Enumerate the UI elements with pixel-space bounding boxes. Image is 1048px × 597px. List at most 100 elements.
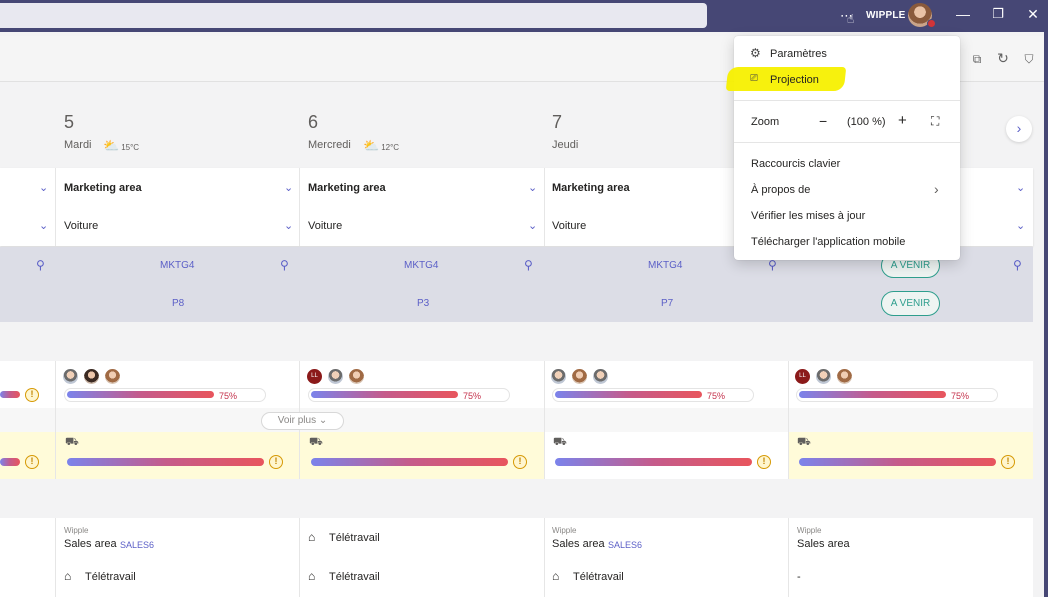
car-icon: ⛟ — [797, 436, 811, 448]
warning-icon: ! — [269, 455, 283, 469]
avatar[interactable] — [592, 368, 609, 385]
close-icon[interactable]: ✕ — [1027, 6, 1039, 22]
column-divider — [55, 361, 56, 479]
map-pin-icon[interactable]: ⚲ — [36, 258, 45, 272]
warning-icon: ! — [757, 455, 771, 469]
avatar[interactable] — [550, 368, 567, 385]
chevron-down-icon[interactable]: ⌄ — [528, 182, 538, 194]
avatar[interactable] — [815, 368, 832, 385]
next-week-button[interactable]: › — [1006, 116, 1032, 142]
column-divider — [544, 168, 545, 246]
column-divider — [788, 518, 789, 597]
transport-select[interactable]: Voiture — [552, 220, 587, 232]
menu-item-about[interactable]: À propos de — [751, 184, 811, 196]
more-options-icon[interactable]: ⋯ — [840, 8, 853, 23]
chevron-down-icon[interactable]: ⌄ — [39, 182, 49, 194]
warning-icon: ! — [25, 388, 39, 402]
popout-icon[interactable]: ⧉ — [972, 52, 982, 66]
warning-icon: ! — [25, 455, 39, 469]
chevron-right-icon: › — [934, 181, 939, 197]
window-frame — [1044, 32, 1048, 597]
avatar[interactable]: LL — [794, 368, 811, 385]
column-divider — [55, 518, 56, 597]
day-name: Jeudi — [552, 139, 579, 151]
avatar[interactable] — [327, 368, 344, 385]
day-number: 7 — [552, 112, 563, 132]
chevron-down-icon: ⌄ — [318, 415, 328, 426]
car-icon: ⛟ — [309, 436, 323, 448]
chevron-down-icon[interactable]: ⌄ — [1016, 182, 1026, 194]
zone-tag: SALES6 — [120, 540, 155, 550]
chevron-down-icon[interactable]: ⌄ — [39, 220, 49, 232]
map-pin-icon[interactable]: ⚲ — [768, 258, 777, 272]
gear-icon: ⚙ — [750, 46, 761, 60]
zone-tag: SALES6 — [608, 540, 643, 550]
menu-separator — [734, 142, 960, 143]
menu-item-parametres[interactable]: Paramètres — [770, 48, 827, 60]
presence-status-icon — [927, 19, 936, 28]
occupancy-bar — [799, 391, 946, 398]
chevron-down-icon[interactable]: ⌄ — [284, 182, 294, 194]
home-icon: ⌂ — [308, 530, 316, 544]
fullscreen-icon[interactable]: ⛶ — [931, 114, 940, 128]
area-select[interactable]: Marketing area — [308, 182, 386, 194]
weather-cloud-sun-icon: ⛅ — [103, 138, 120, 153]
avatar[interactable]: LL — [306, 368, 323, 385]
map-pin-icon[interactable]: ⚲ — [1013, 258, 1022, 272]
area-name: Sales area — [797, 538, 850, 550]
area-select[interactable]: Marketing area — [64, 182, 142, 194]
column-divider — [788, 361, 789, 479]
transport-select[interactable]: Voiture — [308, 220, 343, 232]
parking-bar — [311, 458, 508, 466]
chevron-down-icon[interactable]: ⌄ — [1016, 220, 1026, 232]
voir-plus-button[interactable]: Voir plus ⌄ — [261, 412, 344, 430]
avatar-initials: LL — [799, 373, 806, 379]
parking-cell — [544, 432, 788, 479]
menu-item-projection[interactable]: Projection — [770, 74, 819, 86]
home-icon: ⌂ — [308, 569, 316, 583]
search-box[interactable] — [0, 3, 707, 28]
shield-icon[interactable]: ⛉ — [1024, 52, 1034, 66]
refresh-icon[interactable]: ↻ — [997, 50, 1009, 66]
zoom-label: Zoom — [751, 116, 780, 128]
remote-label: Télétravail — [85, 571, 136, 583]
chevron-down-icon[interactable]: ⌄ — [528, 220, 538, 232]
avatar[interactable] — [62, 368, 79, 385]
parking-spot: P7 — [661, 298, 674, 309]
zoom-in-icon[interactable]: + — [898, 112, 907, 129]
voir-plus-label: Voir plus — [277, 415, 317, 426]
area-name: Sales area — [64, 538, 117, 550]
map-pin-icon[interactable]: ⚲ — [524, 258, 533, 272]
parking-spot: P3 — [417, 298, 430, 309]
area-select[interactable]: Marketing area — [552, 182, 630, 194]
minimize-icon[interactable]: — — [956, 6, 970, 22]
weather: ⛅ 15°C — [103, 138, 139, 154]
menu-item-mobile-app[interactable]: Télécharger l'application mobile — [751, 236, 906, 248]
company-label: Wipple — [64, 526, 89, 535]
title-bar: ⋯ ☝ WIPPLE — ❐ ✕ — [0, 0, 1048, 32]
status-pill[interactable]: A VENIR — [881, 291, 940, 316]
weather-cloud-sun-icon: ⛅ — [363, 138, 380, 153]
occupancy-bar — [67, 391, 214, 398]
avatar[interactable] — [348, 368, 365, 385]
avatar[interactable] — [571, 368, 588, 385]
occupancy-percent: 75% — [463, 391, 482, 401]
menu-item-check-updates[interactable]: Vérifier les mises à jour — [751, 210, 866, 222]
column-divider — [55, 168, 56, 246]
remote-label: Télétravail — [329, 571, 380, 583]
avatar[interactable] — [83, 368, 100, 385]
transport-select[interactable]: Voiture — [64, 220, 99, 232]
zoom-out-icon[interactable]: − — [819, 113, 828, 129]
menu-item-shortcuts[interactable]: Raccourcis clavier — [751, 158, 841, 170]
avatar[interactable] — [836, 368, 853, 385]
occupancy-percent: 75% — [219, 391, 238, 401]
cast-icon: ⎚ — [750, 73, 758, 84]
warning-icon: ! — [513, 455, 527, 469]
chevron-down-icon[interactable]: ⌄ — [284, 220, 294, 232]
maximize-icon[interactable]: ❐ — [992, 6, 1004, 21]
parking-bar — [0, 458, 20, 466]
avatar[interactable] — [104, 368, 121, 385]
map-pin-icon[interactable]: ⚲ — [280, 258, 289, 272]
column-divider — [299, 518, 300, 597]
remote-label: Télétravail — [329, 532, 380, 544]
